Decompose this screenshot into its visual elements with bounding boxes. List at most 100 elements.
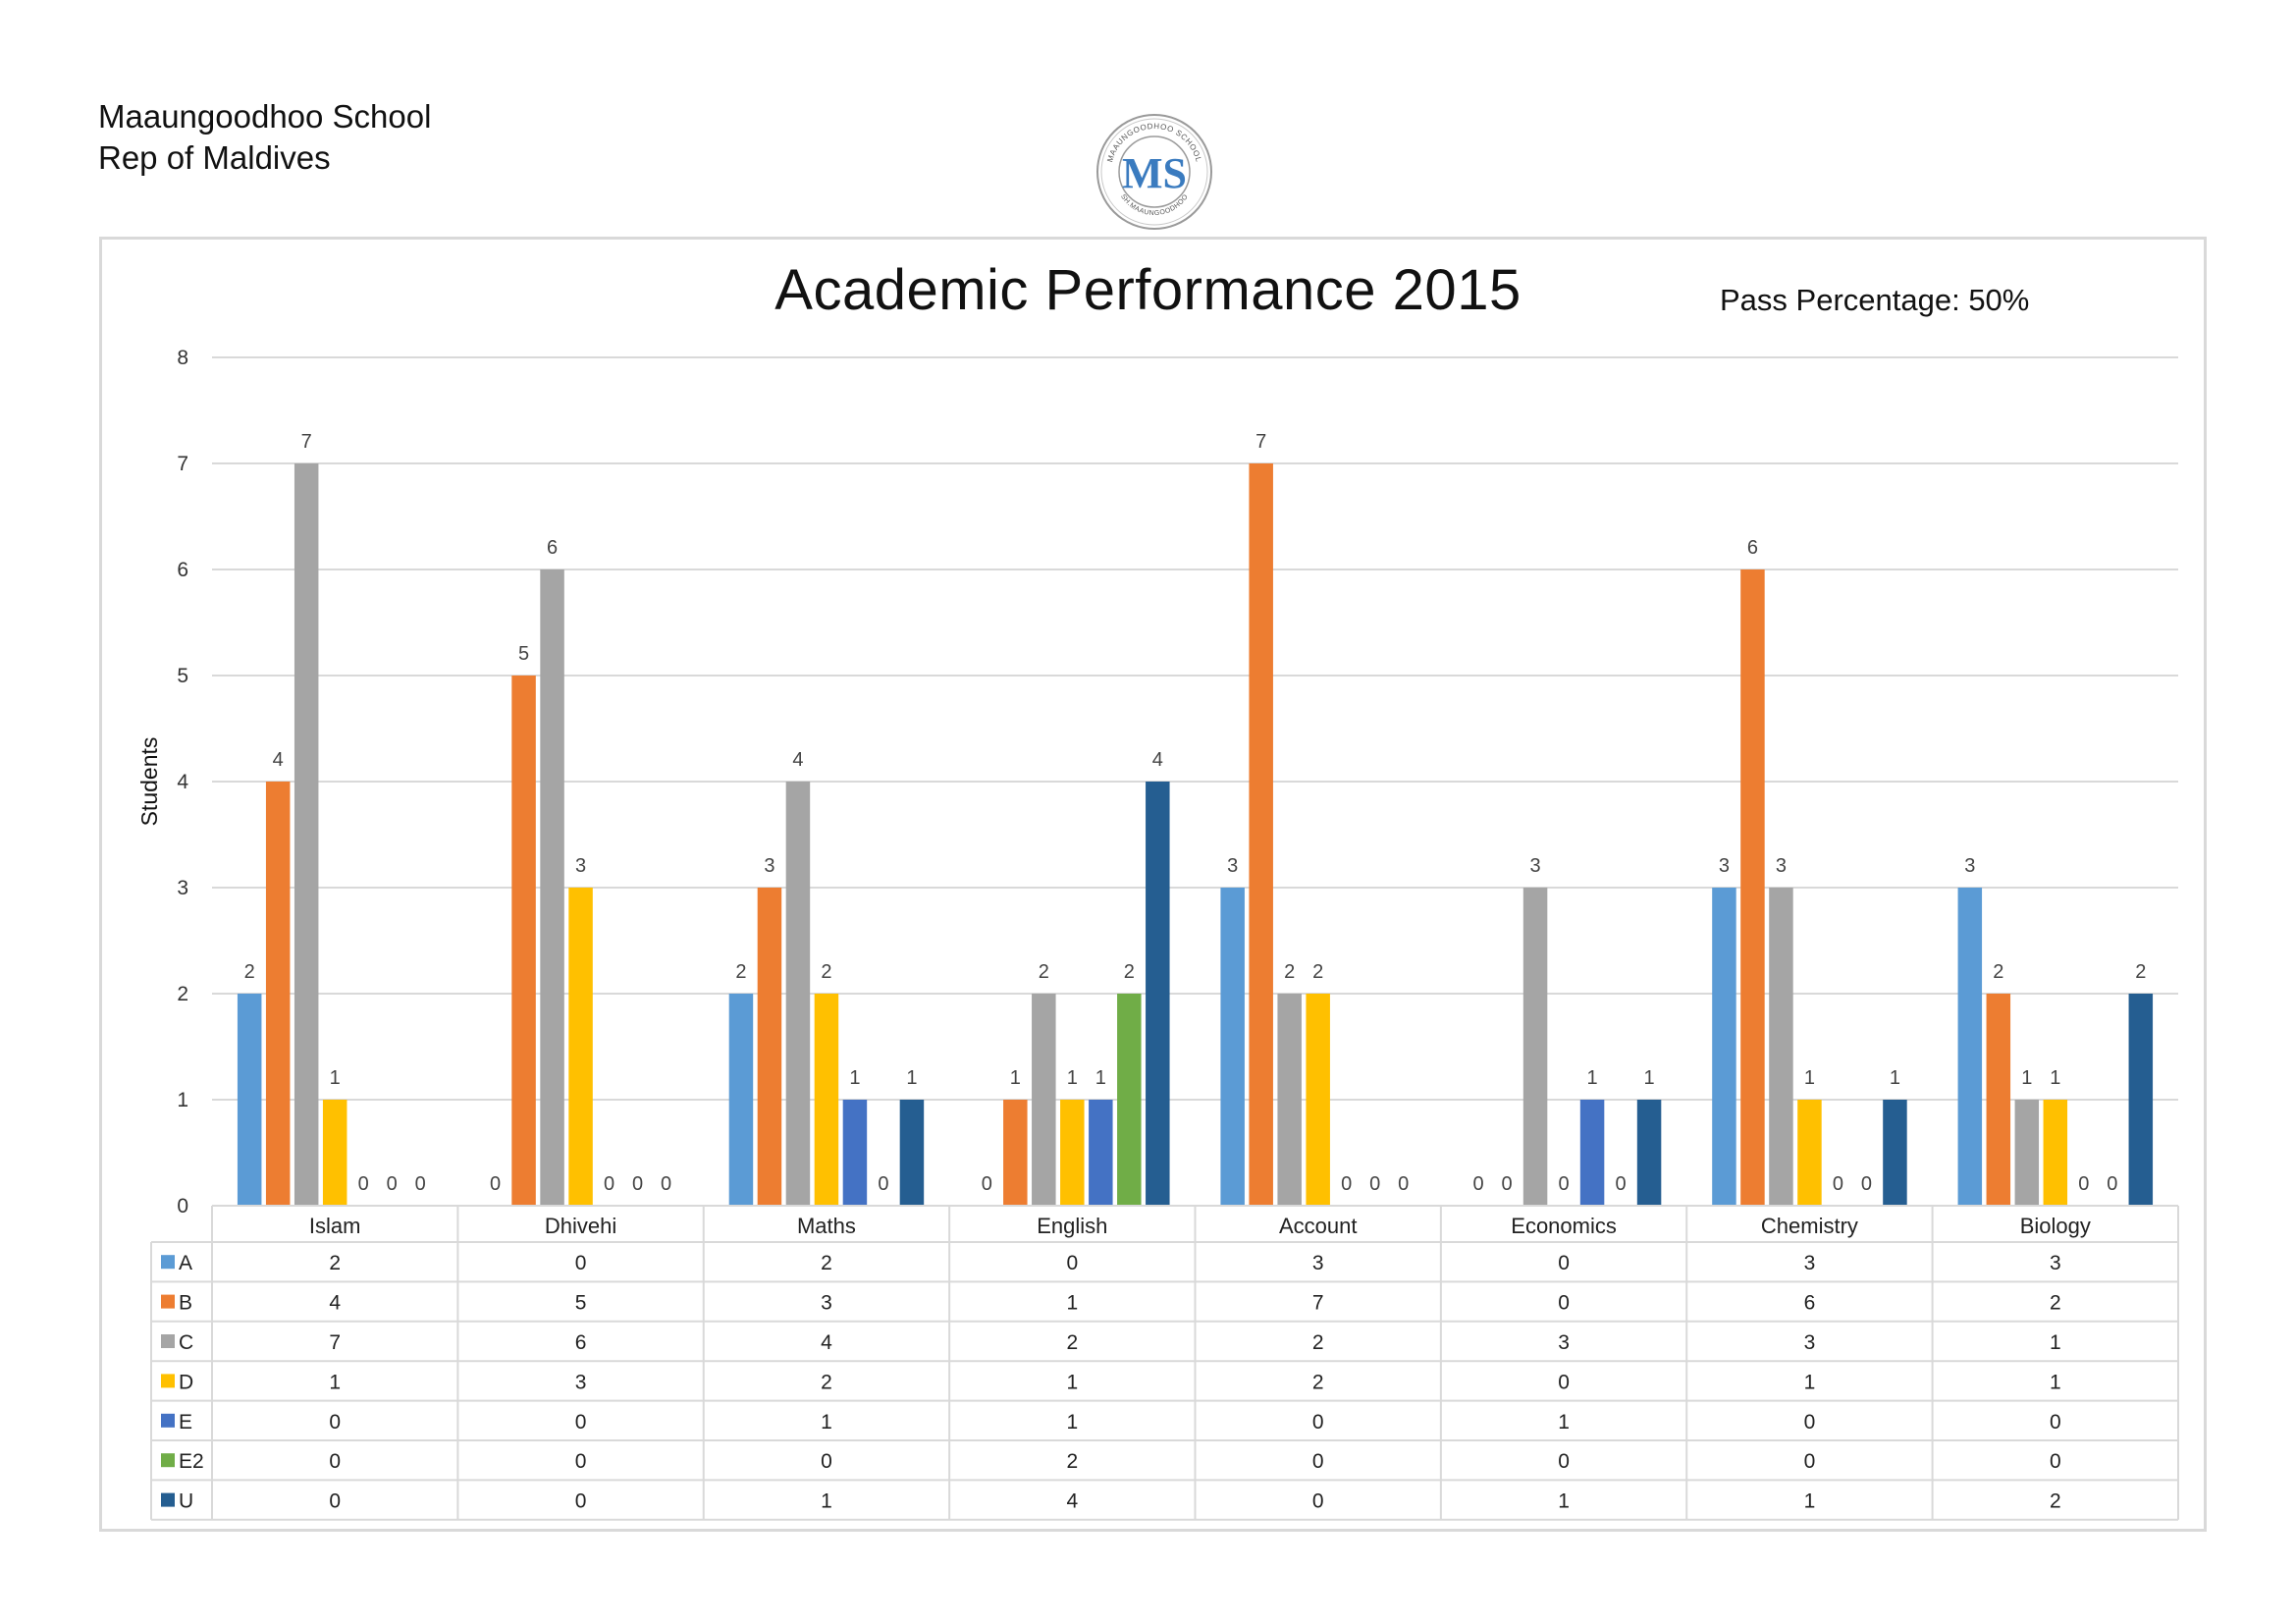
category-label: Biology (2020, 1214, 2091, 1238)
y-axis-label: Students (136, 737, 162, 827)
table-cell: 2 (821, 1252, 832, 1274)
table-cell: 3 (575, 1371, 587, 1393)
table-cell: 0 (1558, 1292, 1570, 1315)
bar-value-label: 3 (1776, 855, 1787, 877)
bar-value-label: 6 (547, 537, 558, 559)
bar (1306, 994, 1330, 1206)
bar (2014, 1100, 2040, 1206)
bar (1957, 888, 1983, 1206)
bar-value-label: 4 (792, 749, 803, 771)
bar-value-label: 3 (1719, 855, 1730, 877)
table-cell: 4 (329, 1292, 341, 1315)
table-cell: 0 (575, 1490, 587, 1513)
bar-value-label: 1 (906, 1067, 917, 1089)
bar (2128, 994, 2154, 1206)
table-cell: 0 (575, 1252, 587, 1274)
bar-value-label: 0 (358, 1173, 369, 1195)
table-cell: 2 (1312, 1371, 1324, 1393)
legend-key (161, 1413, 175, 1428)
legend-series-name: E2 (179, 1450, 204, 1473)
bar-value-label: 2 (821, 961, 831, 983)
table-cell: 6 (575, 1331, 587, 1354)
bar-value-label: 0 (878, 1173, 888, 1195)
bar-value-label: 0 (1502, 1173, 1513, 1195)
table-cell: 0 (2050, 1450, 2061, 1473)
table-cell: 2 (1066, 1450, 1078, 1473)
legend-key (161, 1255, 175, 1270)
category-label: English (1037, 1214, 1107, 1238)
legend-key (161, 1492, 175, 1507)
bar-value-label: 2 (2135, 961, 2146, 983)
bar-value-label: 1 (1067, 1067, 1078, 1089)
bar-value-label: 1 (2021, 1067, 2032, 1089)
bar (1712, 888, 1736, 1206)
bar-value-label: 1 (2050, 1067, 2060, 1089)
table-cell: 2 (2050, 1292, 2061, 1315)
table-cell: 1 (821, 1490, 832, 1513)
bar (1579, 1100, 1605, 1206)
bar-value-label: 1 (1587, 1067, 1598, 1089)
bar-value-label: 1 (1804, 1067, 1815, 1089)
table-cell: 1 (821, 1411, 832, 1434)
bar-value-label: 1 (330, 1067, 341, 1089)
bar (568, 888, 593, 1206)
y-tick-label: 3 (177, 877, 188, 899)
table-cell: 3 (1804, 1331, 1816, 1354)
bar (237, 994, 262, 1206)
bar (814, 994, 839, 1206)
chart-title: Academic Performance 2015 (774, 258, 1522, 322)
table-cell: 1 (1066, 1292, 1078, 1315)
table-cell: 0 (1804, 1450, 1816, 1473)
pass-percentage: Pass Percentage: 50% (1720, 283, 2030, 317)
table-cell: 0 (1066, 1252, 1078, 1274)
table-cell: 1 (1066, 1371, 1078, 1393)
category-label: Economics (1511, 1214, 1617, 1238)
table-cell: 1 (1804, 1490, 1816, 1513)
category-label: Dhivehi (545, 1214, 616, 1238)
bar-value-label: 1 (849, 1067, 860, 1089)
table-cell: 3 (1804, 1252, 1816, 1274)
bar-value-label: 0 (982, 1173, 992, 1195)
bar (899, 1100, 925, 1206)
bar-value-label: 0 (415, 1173, 426, 1195)
y-tick-label: 7 (177, 453, 188, 475)
y-tick-label: 6 (177, 559, 188, 581)
table-cell: 5 (575, 1292, 587, 1315)
table-cell: 0 (575, 1411, 587, 1434)
bar (322, 1100, 347, 1206)
bar (842, 1100, 868, 1206)
y-tick-label: 5 (177, 665, 188, 687)
table-cell: 1 (1558, 1490, 1570, 1513)
bar-value-label: 3 (764, 855, 774, 877)
table-cell: 2 (821, 1371, 832, 1393)
legend-series-name: D (179, 1371, 193, 1393)
bar (1220, 888, 1245, 1206)
y-tick-label: 0 (177, 1195, 188, 1218)
y-tick-label: 4 (177, 771, 188, 793)
bar (785, 782, 811, 1206)
table-cell: 1 (329, 1371, 341, 1393)
bar (1032, 994, 1056, 1206)
table-cell: 1 (2050, 1331, 2061, 1354)
bar-value-label: 0 (1341, 1173, 1352, 1195)
legend-key (161, 1453, 175, 1468)
bar-value-label: 0 (604, 1173, 614, 1195)
bar (1986, 994, 2011, 1206)
school-country: Rep of Maldives (98, 139, 331, 176)
bar-value-label: 0 (1473, 1173, 1484, 1195)
table-cell: 2 (2050, 1490, 2061, 1513)
category-label: Maths (797, 1214, 856, 1238)
bar-value-label: 6 (1747, 537, 1758, 559)
y-tick-label: 1 (177, 1089, 188, 1111)
legend-key (161, 1294, 175, 1309)
bar (1883, 1100, 1907, 1206)
bar-value-label: 3 (575, 855, 586, 877)
bar (1636, 1100, 1662, 1206)
legend-series-name: U (179, 1490, 193, 1513)
bar-value-label: 7 (1255, 431, 1266, 453)
table-cell: 2 (1312, 1331, 1324, 1354)
table-cell: 0 (1312, 1450, 1324, 1473)
y-tick-label: 8 (177, 347, 188, 369)
bar (1089, 1100, 1113, 1206)
